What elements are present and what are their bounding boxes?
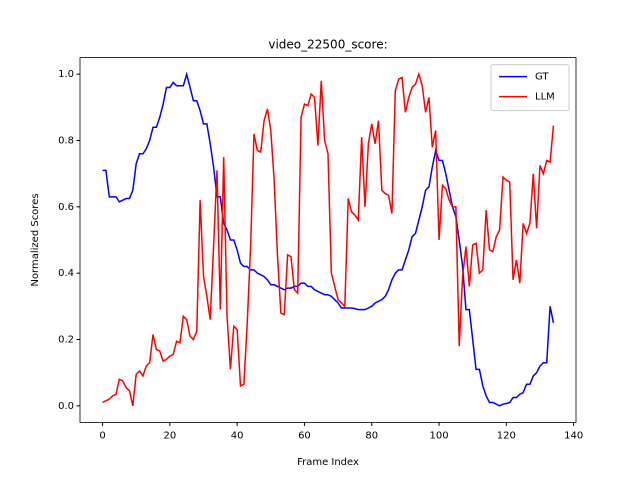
x-tick-label: 80 — [365, 430, 378, 441]
series-line — [102, 71, 555, 406]
x-tick-label: 140 — [564, 430, 583, 441]
y-tick-label: 0.4 — [58, 268, 74, 279]
x-tick-label: 100 — [429, 430, 448, 441]
x-tick-label: 120 — [497, 430, 516, 441]
y-tick-label: 0.6 — [58, 202, 74, 213]
x-axis-label: Frame Index — [297, 457, 359, 468]
y-tick-label: 0.0 — [58, 401, 74, 412]
y-tick-label: 0.8 — [58, 136, 74, 147]
legend-box — [490, 64, 570, 112]
legend-label: LLM — [535, 92, 555, 103]
chart-title: video_22500_score: — [268, 38, 387, 52]
y-axis-label: Normalized Scores — [30, 193, 41, 286]
x-tick-label: 0 — [99, 430, 105, 441]
axes-frame — [79, 57, 577, 423]
x-tick-label: 60 — [298, 430, 311, 441]
x-tick-label: 20 — [163, 430, 176, 441]
y-tick-label: 1.0 — [58, 69, 74, 80]
x-tick-label: 40 — [231, 430, 244, 441]
legend-label: GT — [535, 72, 549, 83]
y-tick-label: 0.2 — [58, 334, 74, 345]
series-line — [102, 71, 555, 407]
